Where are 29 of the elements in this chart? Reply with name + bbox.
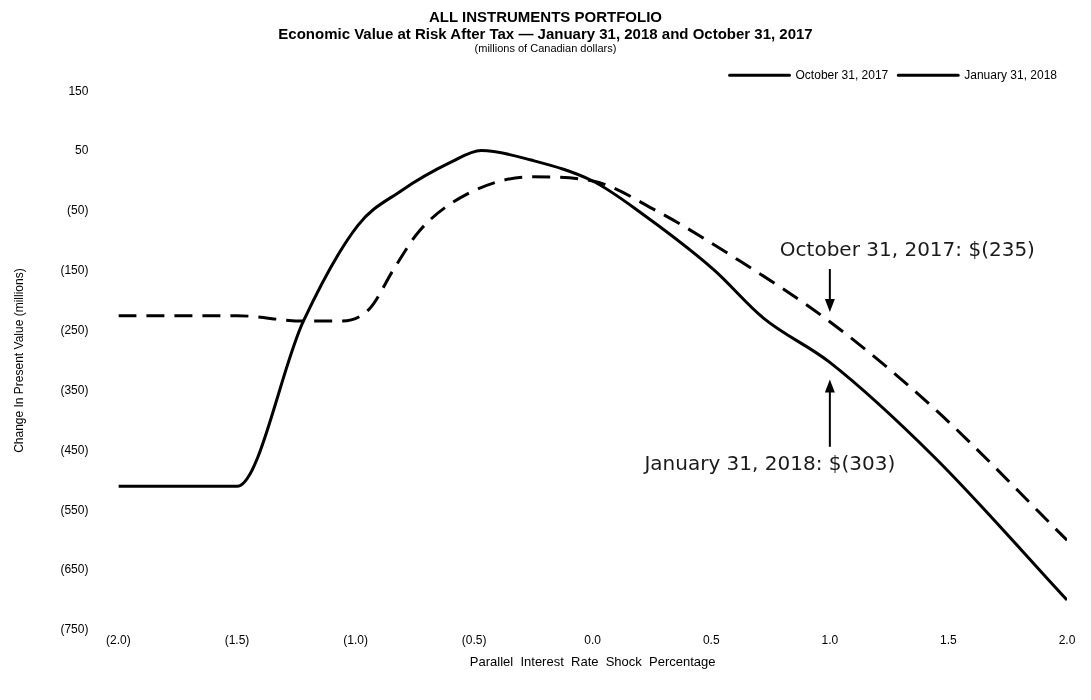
x-tick-label: (2.0) (106, 632, 131, 647)
legend-label: October 31, 2017 (795, 67, 889, 82)
text: (millions of Canadian dollars) (473, 42, 618, 54)
y-tick-label: 50 (75, 143, 89, 158)
annotation: October 31, 2017: $(235) (779, 237, 1035, 262)
y-tick-label: (150) (60, 263, 89, 278)
x-tick-label: (1.0) (343, 632, 368, 647)
x-tick-label: 0.5 (702, 632, 720, 647)
x-tick-label: 2.0 (1058, 632, 1076, 647)
x-axis-title: Parallel Interest Rate Shock Percentage (469, 653, 716, 669)
x-tick-label: 0.0 (584, 632, 602, 647)
y-axis-title: Change In Present Value (millions) (11, 268, 26, 453)
y-tick-label: (750) (60, 622, 89, 637)
annotation: January 31, 2018: $(303) (642, 451, 896, 476)
x-tick-label: 1.0 (821, 632, 839, 647)
x-tick-label: 1.5 (940, 632, 958, 647)
x-tick-label: (0.5) (461, 632, 487, 647)
chart-subtitle: Economic Value at Risk After Tax — January 31, 2018 and October 31, 2017 (277, 25, 814, 42)
y-tick-label: (650) (60, 562, 89, 577)
y-tick-label: (350) (60, 382, 89, 397)
y-tick-label: (550) (60, 502, 89, 517)
legend-label: January 31, 2018 (964, 67, 1058, 82)
x-tick-label: (1.5) (224, 632, 250, 647)
y-tick-label: 150 (68, 83, 89, 98)
y-tick-label: (50) (67, 203, 89, 218)
line-series (118, 148, 1067, 602)
chart-title: ALL INSTRUMENTS PORTFOLIO (427, 8, 664, 25)
y-tick-label: (450) (60, 442, 89, 457)
y-tick-label: (250) (60, 322, 89, 337)
